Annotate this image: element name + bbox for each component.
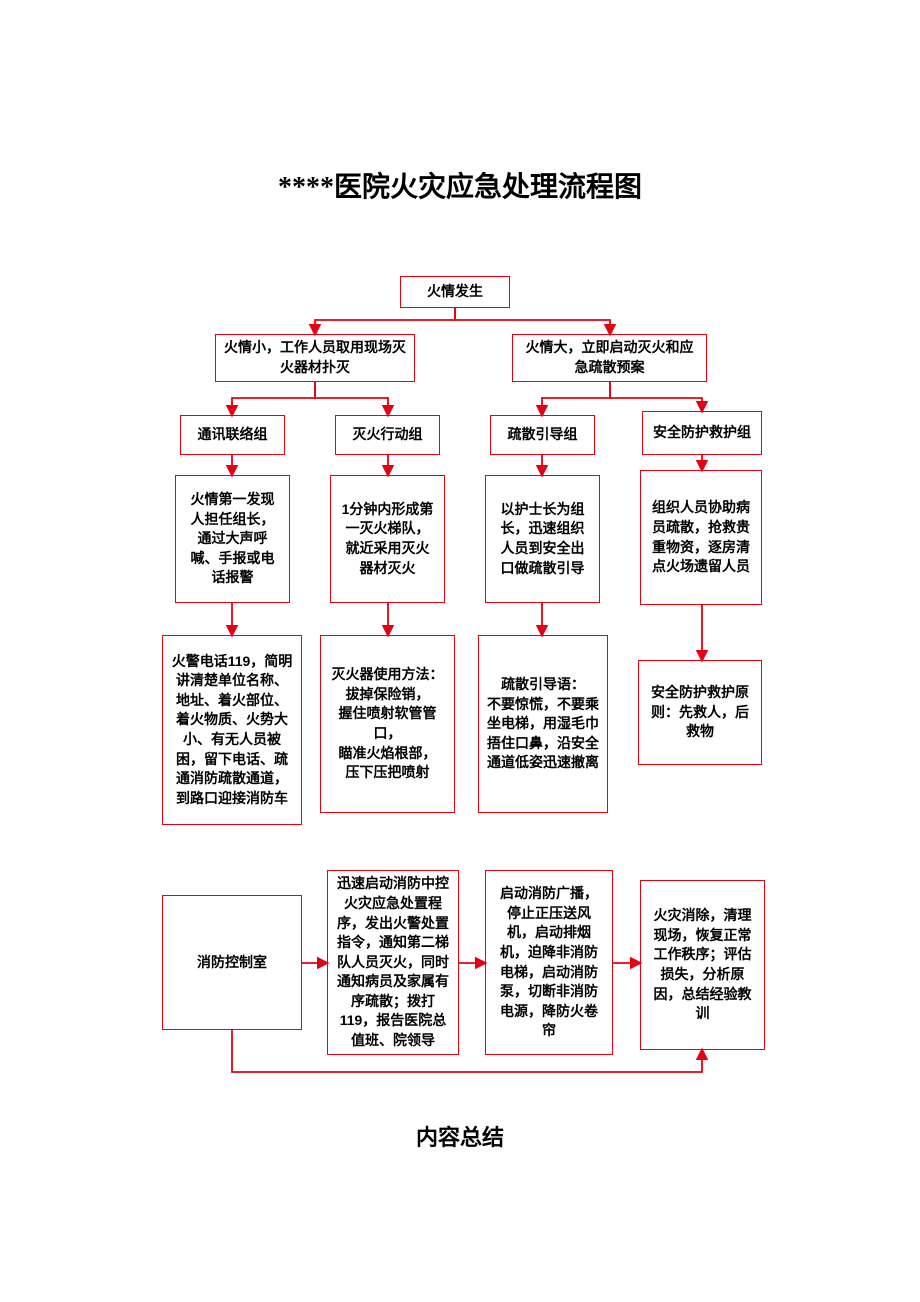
flowchart-node-label: 消防控制室: [171, 953, 293, 973]
flowchart-edge: [315, 308, 455, 334]
flowchart-node-label: 通讯联络组: [189, 425, 276, 445]
flowchart-node-label: 灭火行动组: [344, 425, 431, 445]
flowchart-node-g3a: 以护士长为组长，迅速组织人员到安全出口做疏散引导: [485, 475, 600, 603]
flowchart-node-label: 火警电话119，简明讲清楚单位名称、地址、着火部位、着火物质、火势大小、有无人员…: [171, 652, 293, 809]
flowchart-node-label: 疏散引导语：不要惊慌，不要乘坐电梯，用湿毛巾捂住口鼻，沿安全通道低姿迅速撤离: [487, 675, 599, 773]
flowchart-node-big_fire: 火情大，立即启动灭火和应急疏散预案: [512, 334, 707, 382]
flowchart-node-g3b: 疏散引导语：不要惊慌，不要乘坐电梯，用湿毛巾捂住口鼻，沿安全通道低姿迅速撤离: [478, 635, 608, 813]
flowchart-node-label: 火灾消除，清理现场，恢复正常工作秩序；评估损失，分析原因，总结经验教训: [649, 906, 756, 1024]
flowchart-node-label: 以护士长为组长，迅速组织人员到安全出口做疏散引导: [494, 500, 591, 578]
flowchart-edge: [542, 382, 610, 415]
summary-heading: 内容总结: [0, 1120, 920, 1152]
flowchart-node-ctrl4: 火灾消除，清理现场，恢复正常工作秩序；评估损失，分析原因，总结经验教训: [640, 880, 765, 1050]
flowchart-node-label: 火情大，立即启动灭火和应急疏散预案: [521, 338, 698, 377]
flowchart-edge: [232, 382, 315, 415]
flowchart-edge: [315, 382, 388, 415]
flowchart-node-g4: 安全防护救护组: [642, 411, 762, 455]
flowchart-edge: [232, 1030, 702, 1072]
flowchart-node-label: 安全防护救护原则：先救人，后救物: [647, 683, 753, 742]
flowchart-node-start: 火情发生: [400, 276, 510, 308]
flowchart-node-g3: 疏散引导组: [490, 415, 595, 455]
flowchart-node-label: 1分钟内形成第一灭火梯队，就近采用灭火器材灭火: [339, 500, 436, 578]
flowchart-node-g4b: 安全防护救护原则：先救人，后救物: [638, 660, 762, 765]
flowchart-node-label: 火情发生: [409, 282, 501, 302]
flowchart-edge: [455, 308, 610, 334]
flowchart-edge: [610, 382, 702, 411]
flowchart-node-ctrl3: 启动消防广播，停止正压送风机，启动排烟机，迫降非消防电梯，启动消防泵，切断非消防…: [485, 870, 613, 1055]
flowchart-node-ctrl: 消防控制室: [162, 895, 302, 1030]
flowchart-node-g1a: 火情第一发现人担任组长，通过大声呼喊、手报或电话报警: [175, 475, 290, 603]
page-title: ****医院火灾应急处理流程图: [0, 165, 920, 205]
flowchart-node-label: 安全防护救护组: [651, 423, 753, 443]
flowchart-node-label: 火情第一发现人担任组长，通过大声呼喊、手报或电话报警: [184, 490, 281, 588]
flowchart-node-g2a: 1分钟内形成第一灭火梯队，就近采用灭火器材灭火: [330, 475, 445, 603]
flowchart-node-g1: 通讯联络组: [180, 415, 285, 455]
flowchart-node-g1b: 火警电话119，简明讲清楚单位名称、地址、着火部位、着火物质、火势大小、有无人员…: [162, 635, 302, 825]
flowchart-node-g2: 灭火行动组: [335, 415, 440, 455]
flowchart-node-g2b: 灭火器使用方法：拔掉保险销，握住喷射软管管口，瞄准火焰根部，压下压把喷射: [320, 635, 455, 813]
flowchart-node-label: 火情小，工作人员取用现场灭火器材扑灭: [224, 338, 406, 377]
flowchart-node-label: 组织人员协助病员疏散，抢救贵重物资，逐房清点火场遗留人员: [649, 498, 753, 576]
flowchart-node-label: 迅速启动消防中控火灾应急处置程序，发出火警处置指令，通知第二梯队人员灭火，同时通…: [336, 874, 450, 1050]
flowchart-node-label: 疏散引导组: [499, 425, 586, 445]
flowchart-node-label: 启动消防广播，停止正压送风机，启动排烟机，迫降非消防电梯，启动消防泵，切断非消防…: [494, 884, 604, 1041]
flowchart-node-small_fire: 火情小，工作人员取用现场灭火器材扑灭: [215, 334, 415, 382]
flowchart-node-g4a: 组织人员协助病员疏散，抢救贵重物资，逐房清点火场遗留人员: [640, 470, 762, 605]
flowchart-node-label: 灭火器使用方法：拔掉保险销，握住喷射软管管口，瞄准火焰根部，压下压把喷射: [329, 665, 446, 783]
flowchart-node-ctrl2: 迅速启动消防中控火灾应急处置程序，发出火警处置指令，通知第二梯队人员灭火，同时通…: [327, 870, 459, 1055]
